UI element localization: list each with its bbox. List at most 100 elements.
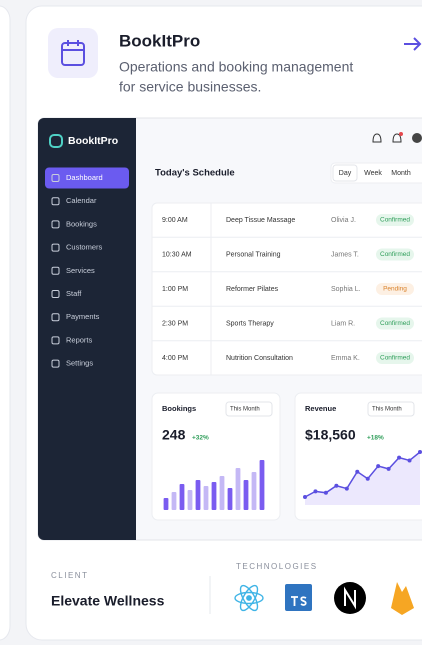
bar xyxy=(195,480,201,510)
description: for service businesses. xyxy=(119,79,261,95)
notification-dot xyxy=(399,132,403,136)
description: Operations and booking management xyxy=(119,59,353,75)
point xyxy=(418,450,422,454)
menu-item[interactable]: Customers xyxy=(66,243,103,252)
time: 4:00 PM xyxy=(162,355,188,362)
menu-active xyxy=(45,167,129,189)
service: Deep Tissue Massage xyxy=(226,217,295,224)
status-badge xyxy=(376,248,414,261)
ts-logo xyxy=(285,584,312,611)
bar xyxy=(171,492,177,510)
menu-item[interactable]: Services xyxy=(66,266,95,275)
tab-active xyxy=(332,164,358,182)
point xyxy=(303,495,307,499)
tech-label: TECHNOLOGIES xyxy=(236,562,318,571)
status: Confirmed xyxy=(380,217,410,224)
menu-item[interactable]: Settings xyxy=(66,359,93,368)
card-title: Bookings xyxy=(162,404,196,413)
point xyxy=(397,455,402,460)
ts-glyph xyxy=(291,596,307,606)
staff: Sophia L. xyxy=(331,286,361,293)
service: Sports Therapy xyxy=(226,320,274,327)
bar xyxy=(179,484,185,510)
bar xyxy=(227,488,233,510)
bar xyxy=(219,476,225,510)
time: 10:30 AM xyxy=(162,251,192,258)
menu-icon xyxy=(51,290,60,298)
point xyxy=(365,476,370,481)
period: This Month xyxy=(372,407,402,413)
status-badge xyxy=(376,283,414,295)
point xyxy=(407,458,412,463)
status: Pending xyxy=(383,286,407,293)
bar xyxy=(243,480,249,510)
status-badge xyxy=(376,317,414,330)
service: Reformer Pilates xyxy=(226,286,279,293)
bar xyxy=(235,468,241,510)
status: Confirmed xyxy=(380,355,410,362)
time: 2:30 PM xyxy=(162,320,188,327)
staff: James T. xyxy=(331,251,359,258)
tab[interactable]: Month xyxy=(391,170,411,177)
bar xyxy=(163,498,169,510)
arrow[interactable] xyxy=(404,37,422,51)
logo xyxy=(49,134,63,148)
menu-icon xyxy=(51,174,60,182)
area xyxy=(305,452,420,505)
bar xyxy=(211,482,217,510)
service: Personal Training xyxy=(226,251,281,258)
menu-item[interactable]: Calendar xyxy=(66,196,97,205)
menu-icon xyxy=(51,266,60,275)
menu-icon xyxy=(51,197,60,206)
staff: Emma K. xyxy=(331,355,360,362)
bar xyxy=(187,490,193,510)
point xyxy=(313,489,318,494)
next-glyph xyxy=(344,586,356,610)
status: Confirmed xyxy=(380,320,410,327)
firebase-logo xyxy=(391,582,414,615)
point xyxy=(355,469,360,474)
tab[interactable]: Week xyxy=(364,170,382,177)
card-title: Revenue xyxy=(305,404,336,413)
brand: BookItPro xyxy=(68,135,118,147)
top-icons xyxy=(372,133,402,143)
schedule-title: Today's Schedule xyxy=(155,168,235,179)
total: 248 xyxy=(162,427,186,443)
menu-item[interactable]: Payments xyxy=(66,312,100,321)
client-label: CLIENT xyxy=(51,571,88,580)
schedule-table xyxy=(151,202,422,376)
staff: Olivia J. xyxy=(331,217,356,224)
bar xyxy=(203,486,209,510)
menu-item[interactable]: Reports xyxy=(66,335,93,344)
react-logo xyxy=(234,584,264,612)
period-select[interactable] xyxy=(367,401,415,417)
icon-box xyxy=(48,28,98,78)
period: This Month xyxy=(230,407,260,413)
time: 1:00 PM xyxy=(162,286,188,293)
menu-item[interactable]: Staff xyxy=(66,289,82,298)
menu-icon xyxy=(51,220,60,229)
menu-item[interactable]: Dashboard xyxy=(66,173,103,182)
service: Nutrition Consultation xyxy=(226,355,293,362)
point xyxy=(376,464,381,469)
menu-icon xyxy=(51,313,60,322)
period-select[interactable] xyxy=(225,401,273,417)
point xyxy=(323,490,328,495)
staff: Liam R. xyxy=(331,320,355,327)
bar xyxy=(251,472,257,510)
menu-item[interactable]: Bookings xyxy=(66,219,97,228)
tab[interactable]: Day xyxy=(339,170,352,177)
change: +32% xyxy=(192,435,209,442)
time: 9:00 AM xyxy=(162,217,188,224)
point xyxy=(386,466,391,471)
title: BookItPro xyxy=(119,31,200,50)
menu-icon xyxy=(51,243,60,252)
sidebar xyxy=(38,118,136,540)
prev-card xyxy=(0,5,11,641)
menu-icon xyxy=(51,359,60,368)
client-name: Elevate Wellness xyxy=(51,593,165,609)
total: $18,560 xyxy=(305,427,356,443)
change: +18% xyxy=(367,435,384,442)
